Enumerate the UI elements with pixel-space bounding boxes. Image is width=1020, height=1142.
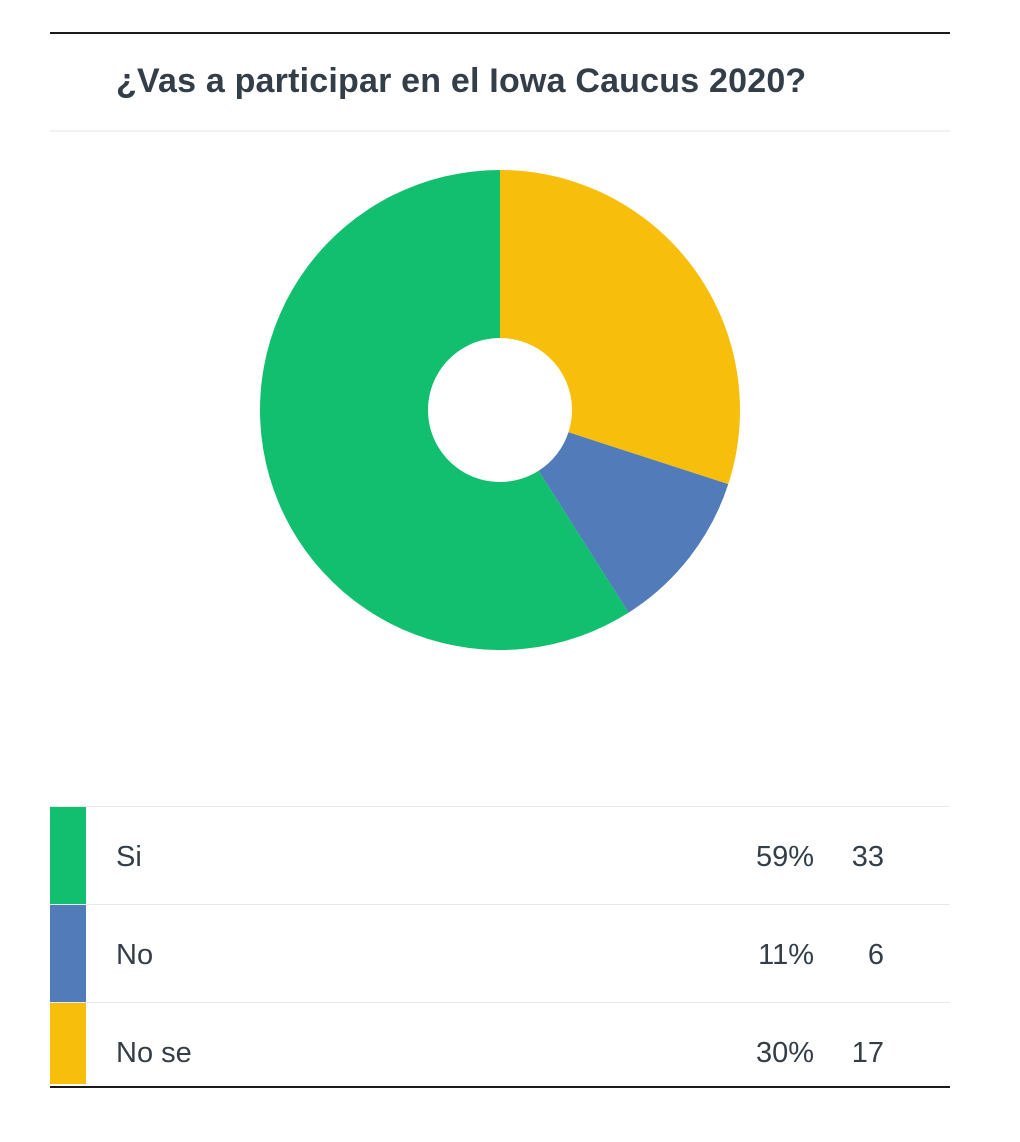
- legend-row-si: Si 59% 33: [50, 807, 950, 905]
- legend-swatch-no-se: [50, 1003, 86, 1084]
- donut-chart: [260, 170, 740, 650]
- legend-table: Si 59% 33 No 11% 6 No se 30% 17: [50, 806, 950, 1084]
- bottom-divider: [50, 1086, 950, 1088]
- legend-percent: 59%: [755, 841, 814, 873]
- legend-row-no: No 11% 6: [50, 905, 950, 1003]
- donut-slice-si[interactable]: [260, 170, 629, 650]
- title-divider: [50, 130, 950, 132]
- legend-percent: 11%: [758, 939, 814, 971]
- legend-count: 6: [867, 939, 884, 971]
- legend-label: No: [116, 939, 154, 971]
- legend-count: 17: [851, 1037, 884, 1069]
- donut-slice-no-se[interactable]: [500, 170, 740, 485]
- legend-label: No se: [116, 1037, 192, 1069]
- chart-title: ¿Vas a participar en el Iowa Caucus 2020…: [116, 62, 807, 100]
- chart-area: [50, 132, 950, 802]
- top-divider: [50, 32, 950, 34]
- legend-count: 33: [851, 841, 884, 873]
- legend-percent: 30%: [755, 1037, 814, 1069]
- donut-slice-no[interactable]: [538, 432, 729, 613]
- legend-swatch-no: [50, 905, 86, 1002]
- survey-result-card: ¿Vas a participar en el Iowa Caucus 2020…: [50, 32, 950, 1088]
- legend-row-no-se: No se 30% 17: [50, 1003, 950, 1084]
- legend-label: Si: [116, 841, 142, 873]
- legend-swatch-si: [50, 807, 86, 904]
